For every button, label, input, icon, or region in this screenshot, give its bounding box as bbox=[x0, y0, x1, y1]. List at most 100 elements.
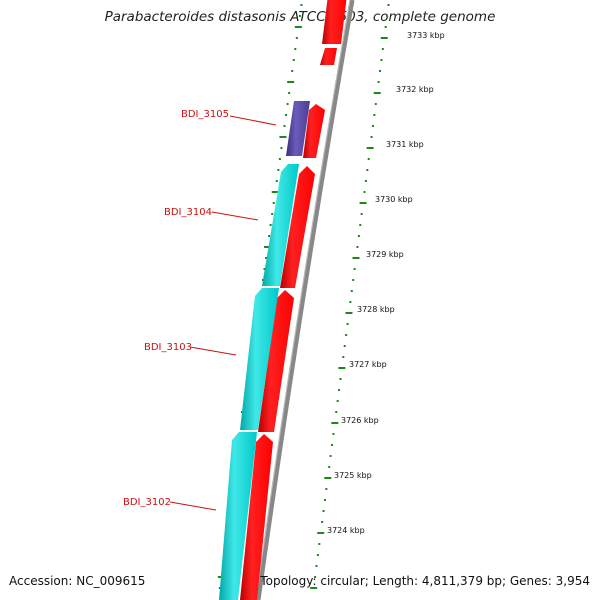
tick-mark bbox=[322, 510, 325, 512]
tick-mark bbox=[218, 587, 221, 589]
tick-mark bbox=[338, 389, 341, 391]
tick-mark bbox=[331, 444, 334, 446]
tick-mark bbox=[279, 136, 287, 138]
tick-mark bbox=[386, 15, 389, 17]
tick-mark bbox=[329, 455, 332, 457]
tick-mark bbox=[332, 433, 335, 435]
tick-mark bbox=[261, 279, 264, 281]
tick-mark bbox=[272, 202, 275, 204]
tick-mark bbox=[323, 499, 326, 501]
tick-mark bbox=[300, 4, 303, 6]
reverse-cds-bdi-3103[interactable] bbox=[240, 288, 279, 430]
tick-mark bbox=[271, 213, 274, 215]
tick-mark bbox=[352, 279, 355, 281]
tick-mark bbox=[271, 191, 279, 193]
tick-mark bbox=[387, 4, 390, 6]
tick-mark bbox=[345, 312, 353, 314]
forward-cds[interactable] bbox=[258, 290, 294, 432]
tick-mark bbox=[285, 114, 288, 116]
kbp-label: 3726 kbp bbox=[341, 416, 379, 425]
tick-mark bbox=[353, 268, 356, 270]
forward-cds[interactable] bbox=[320, 48, 337, 65]
tick-mark bbox=[288, 92, 291, 94]
tick-mark bbox=[325, 488, 328, 490]
reverse-cds-bdi-3102[interactable] bbox=[219, 432, 257, 600]
tick-mark bbox=[350, 290, 353, 292]
kbp-label: 3728 kbp bbox=[357, 305, 395, 314]
kbp-label: 3731 kbp bbox=[386, 140, 424, 149]
tick-mark bbox=[264, 246, 272, 248]
tick-mark bbox=[380, 59, 383, 61]
kbp-scale: 3733 kbp 3732 kbp 3731 kbp 3730 kbp 3729… bbox=[327, 31, 445, 535]
tick-mark bbox=[321, 521, 324, 523]
kbp-label: 3724 kbp bbox=[327, 526, 365, 535]
tick-mark bbox=[366, 147, 374, 149]
tick-mark bbox=[377, 81, 380, 83]
kbp-label: 3733 kbp bbox=[407, 31, 445, 40]
tick-mark bbox=[294, 26, 302, 28]
forward-cds[interactable] bbox=[240, 434, 273, 600]
tick-mark bbox=[318, 543, 321, 545]
tick-mark bbox=[295, 37, 298, 39]
tick-mark bbox=[324, 477, 332, 479]
tick-mark bbox=[359, 224, 362, 226]
gene-label[interactable]: BDI_3105 bbox=[181, 109, 229, 120]
tick-mark bbox=[371, 125, 374, 127]
reverse-cds-group bbox=[219, 101, 310, 600]
tick-mark bbox=[287, 81, 295, 83]
tick-mark bbox=[277, 169, 280, 171]
gene-label[interactable]: BDI_3103 bbox=[144, 342, 192, 353]
accession-label: Accession: NC_009615 bbox=[9, 574, 146, 588]
kbp-label: 3730 kbp bbox=[375, 195, 413, 204]
gene-labels: BDI_3105 BDI_3104 BDI_3103 BDI_3102 bbox=[123, 109, 229, 508]
tick-mark bbox=[360, 213, 363, 215]
genome-backbone bbox=[255, 0, 355, 600]
kbp-label: 3725 kbp bbox=[334, 471, 372, 480]
reverse-cds-bdi-3104[interactable] bbox=[262, 164, 299, 286]
forward-cds[interactable] bbox=[322, 0, 347, 44]
genome-summary: Topology: circular; Length: 4,811,379 bp… bbox=[260, 574, 590, 588]
tick-mark bbox=[283, 125, 286, 127]
tick-mark bbox=[328, 466, 331, 468]
tick-mark bbox=[294, 48, 297, 50]
tick-mark bbox=[280, 147, 283, 149]
tick-mark bbox=[379, 70, 382, 72]
tick-mark bbox=[352, 257, 360, 259]
tick-mark bbox=[316, 554, 319, 556]
tick-mark bbox=[364, 180, 367, 182]
tick-mark bbox=[286, 103, 289, 105]
tick-mark bbox=[374, 103, 377, 105]
tick-mark bbox=[370, 136, 373, 138]
tick-mark bbox=[373, 92, 381, 94]
tick-mark bbox=[275, 180, 278, 182]
tick-mark bbox=[363, 191, 366, 193]
tick-mark bbox=[366, 169, 369, 171]
gene-leader-lines bbox=[169, 115, 277, 511]
forward-cds[interactable] bbox=[303, 104, 325, 158]
tick-mark bbox=[339, 378, 342, 380]
reverse-cds-bdi-3105[interactable] bbox=[286, 101, 310, 156]
tick-mark bbox=[357, 235, 360, 237]
forward-cds[interactable] bbox=[280, 166, 315, 288]
tick-mark bbox=[380, 37, 388, 39]
kbp-label: 3732 kbp bbox=[396, 85, 434, 94]
tick-mark bbox=[345, 334, 348, 336]
tick-mark bbox=[265, 257, 268, 259]
gene-label[interactable]: BDI_3102 bbox=[123, 497, 171, 508]
tick-mark bbox=[335, 411, 338, 413]
kbp-label: 3727 kbp bbox=[349, 360, 387, 369]
tick-mark bbox=[269, 224, 272, 226]
tick-mark bbox=[381, 48, 384, 50]
tick-mark bbox=[343, 345, 346, 347]
tick-mark bbox=[317, 532, 325, 534]
tick-mark bbox=[367, 158, 370, 160]
tick-mark bbox=[356, 246, 359, 248]
tick-mark bbox=[336, 400, 339, 402]
tick-mark bbox=[384, 26, 387, 28]
tick-mark bbox=[342, 356, 345, 358]
tick-mark bbox=[263, 268, 266, 270]
tick-mark bbox=[298, 15, 301, 17]
gene-label[interactable]: BDI_3104 bbox=[164, 207, 212, 218]
tick-mark bbox=[292, 59, 295, 61]
